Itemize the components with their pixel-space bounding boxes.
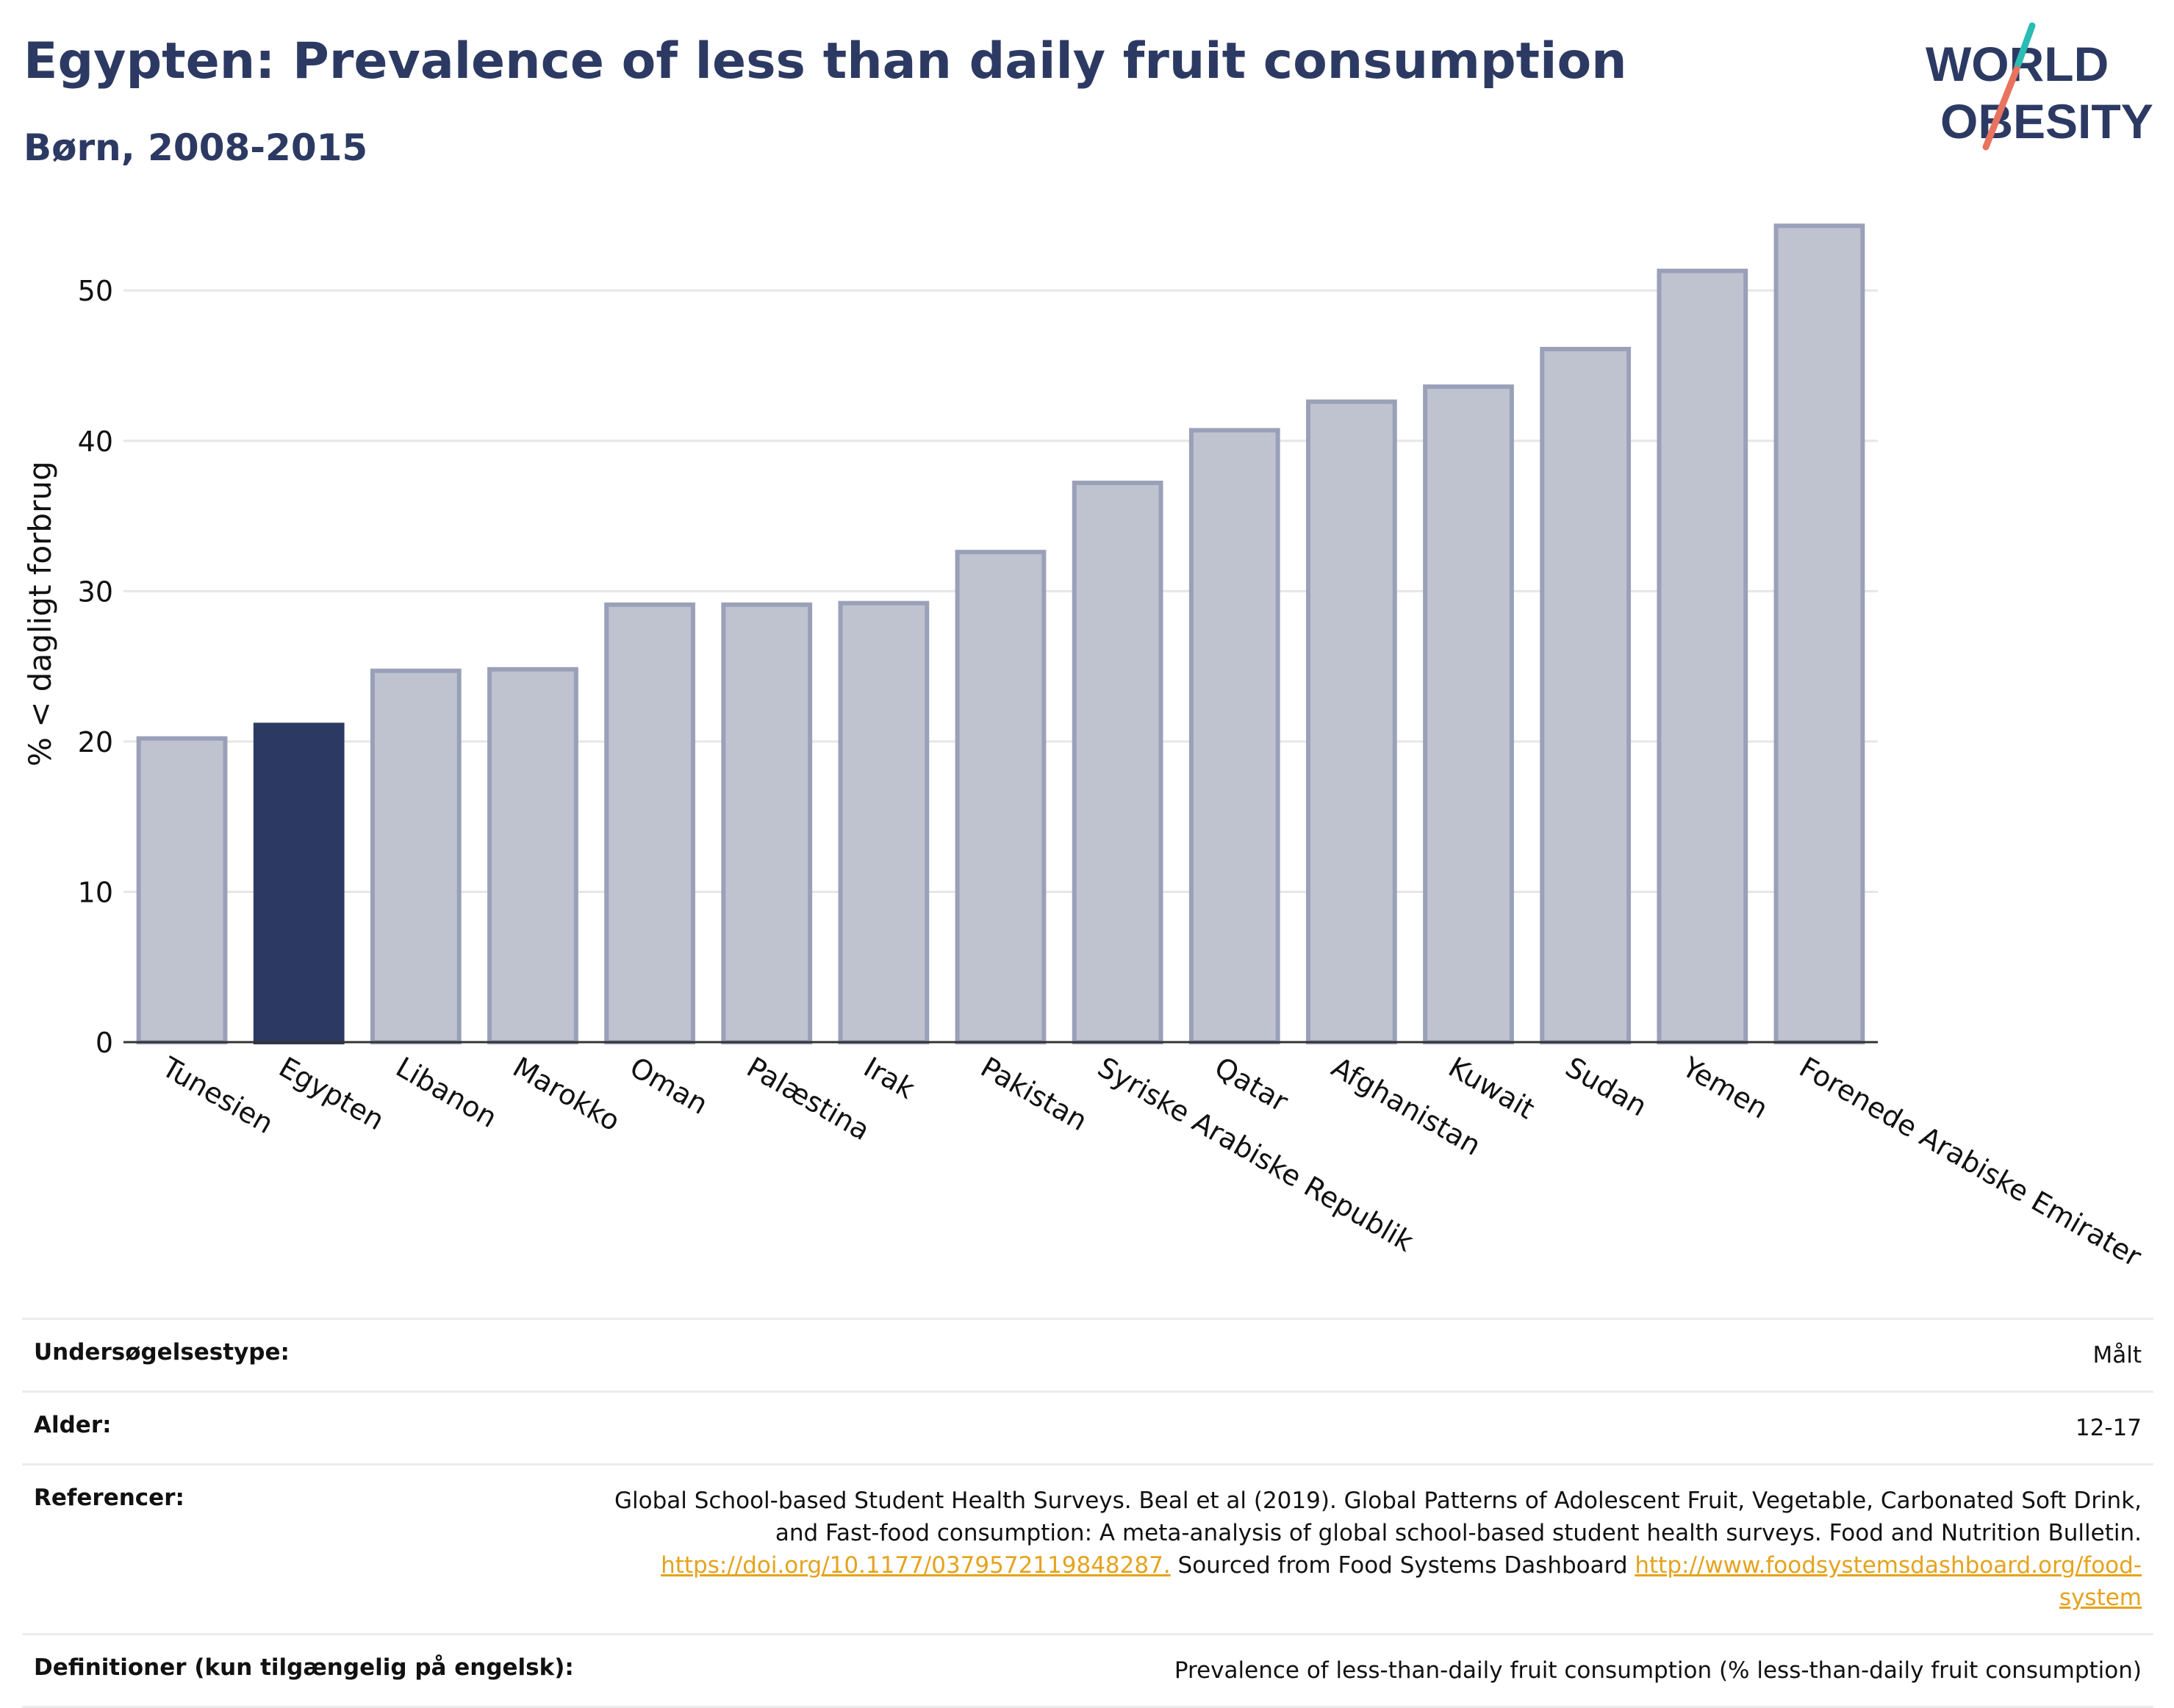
y-tick-label: 10 xyxy=(78,876,113,908)
meta-row-age: Alder: 12-17 xyxy=(22,1391,2153,1463)
bar-palæstina xyxy=(721,602,813,1044)
meta-value: Global School-based Student Health Surve… xyxy=(614,1485,2142,1614)
meta-value: Målt xyxy=(2092,1342,2142,1368)
meta-value: 12-17 xyxy=(2075,1415,2142,1441)
bar-qatar xyxy=(1188,428,1280,1044)
reference-text-line: and Fast-food consumption: A meta-analys… xyxy=(775,1520,2142,1546)
metadata-table: Undersøgelsestype: Målt Alder: 12-17 Ref… xyxy=(22,1318,2153,1708)
chart-subtitle: Børn, 2008-2015 xyxy=(24,126,368,169)
bar-syriske-arabiske-republik xyxy=(1072,481,1163,1044)
logo-slash-teal xyxy=(2014,22,2036,70)
x-tick-label: Egypten xyxy=(273,1051,390,1137)
bar-pakistan xyxy=(955,550,1047,1044)
dashboard-link[interactable]: http://www.foodsystemsdashboard.org/food… xyxy=(1635,1552,2142,1579)
y-tick-label: 30 xyxy=(78,575,113,608)
bar-libanon xyxy=(370,668,462,1044)
meta-row-definitions: Definitioner (kun tilgængelig på engelsk… xyxy=(22,1633,2153,1708)
meta-label: Alder: xyxy=(34,1412,112,1438)
bar-forenede-arabiske-emirater xyxy=(1773,223,1865,1044)
meta-label: Undersøgelsestype: xyxy=(34,1339,290,1366)
x-tick-label: Kuwait xyxy=(1443,1051,1540,1126)
bar-oman xyxy=(604,602,695,1044)
reference-text-line: Global School-based Student Health Surve… xyxy=(614,1488,2142,1514)
logo-word-obesity: OBESITY xyxy=(1940,94,2153,148)
dashboard-link-continued[interactable]: system xyxy=(2059,1585,2142,1611)
y-tick-label: 0 xyxy=(96,1027,113,1059)
bar-afghanistan xyxy=(1306,399,1397,1044)
x-tick-label: Qatar xyxy=(1209,1051,1294,1119)
bar-sudan xyxy=(1540,346,1632,1044)
x-tick-label: Yemen xyxy=(1676,1050,1773,1125)
bar-yemen xyxy=(1657,268,1748,1045)
meta-row-references: Referencer: Global School-based Student … xyxy=(22,1463,2153,1633)
bar-marokko xyxy=(487,667,578,1045)
x-tick-label: Tunesien xyxy=(156,1050,279,1140)
bar-tunesien xyxy=(136,736,228,1044)
doi-link[interactable]: https://doi.org/10.1177/0379572119848287… xyxy=(661,1552,1171,1579)
reference-text-sourced: Sourced from Food Systems Dashboard xyxy=(1170,1552,1635,1579)
bar-kuwait xyxy=(1423,384,1514,1044)
x-tick-label: Marokko xyxy=(507,1051,625,1138)
world-obesity-logo: WORLD OBESITY xyxy=(1926,22,2153,151)
bar-egypten xyxy=(253,722,345,1044)
x-tick-label: Pakistan xyxy=(975,1051,1093,1138)
x-tick-label: Palæstina xyxy=(742,1051,875,1147)
y-tick-label: 20 xyxy=(78,726,113,758)
x-tick-label: Sudan xyxy=(1560,1051,1653,1123)
y-tick-label: 50 xyxy=(78,275,113,307)
x-tick-label: Forenede Arabiske Emirater xyxy=(1794,1051,2147,1271)
x-tick-label: Libanon xyxy=(390,1051,502,1134)
meta-label: Definitioner (kun tilgængelig på engelsk… xyxy=(34,1654,574,1681)
meta-label: Referencer: xyxy=(34,1485,184,1511)
meta-row-survey-type: Undersøgelsestype: Målt xyxy=(22,1318,2153,1391)
logo-slash-coral xyxy=(1982,65,2020,151)
x-tick-label: Irak xyxy=(858,1051,920,1105)
bar-irak xyxy=(838,600,930,1044)
chart-title: Egypten: Prevalence of less than daily f… xyxy=(24,32,1627,90)
y-tick-label: 40 xyxy=(78,426,113,458)
x-tick-label: Oman xyxy=(625,1051,714,1121)
meta-value: Prevalence of less-than-daily fruit cons… xyxy=(1174,1657,2142,1684)
